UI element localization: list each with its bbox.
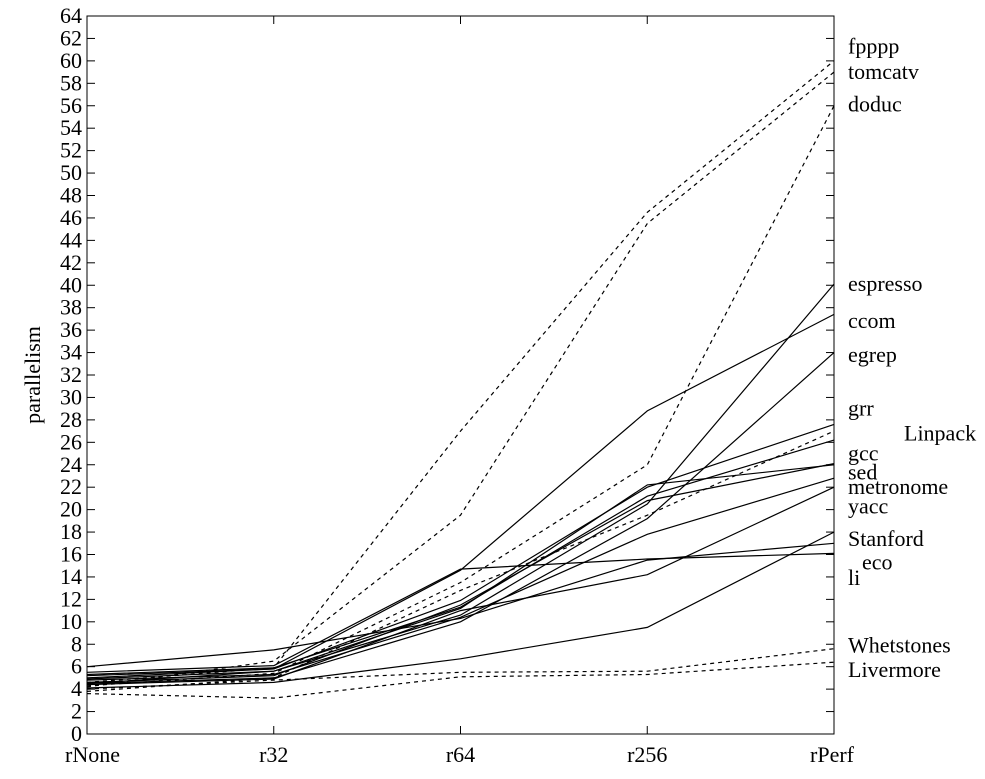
y-tick-label: 58 xyxy=(60,70,82,95)
y-tick-label: 62 xyxy=(60,25,82,50)
y-tick-label: 8 xyxy=(71,631,82,656)
y-tick-label: 48 xyxy=(60,183,82,208)
x-tick-label: rPerf xyxy=(810,742,855,767)
y-tick-label: 4 xyxy=(71,676,82,701)
y-tick-label: 38 xyxy=(60,295,82,320)
series-label-linpack: Linpack xyxy=(904,420,976,445)
y-tick-label: 60 xyxy=(60,48,82,73)
series-line-egrep xyxy=(86,352,835,685)
series-label-stanford: Stanford xyxy=(848,526,924,551)
y-tick-label: 54 xyxy=(60,115,82,140)
y-tick-label: 30 xyxy=(60,384,82,409)
series-label-tomcatv: tomcatv xyxy=(848,59,919,84)
y-tick-label: 56 xyxy=(60,93,82,118)
y-tick-label: 12 xyxy=(60,586,82,611)
series-label-grr: grr xyxy=(848,396,874,421)
series-label-espresso: espresso xyxy=(848,271,923,296)
y-tick-label: 42 xyxy=(60,250,82,275)
y-tick-label: 10 xyxy=(60,609,82,634)
y-tick-label: 18 xyxy=(60,519,82,544)
y-tick-label: 36 xyxy=(60,317,82,342)
y-tick-label: 24 xyxy=(60,452,82,477)
series-line-li xyxy=(86,552,835,673)
x-tick-label: rNone xyxy=(65,742,120,767)
y-tick-label: 16 xyxy=(60,542,82,567)
series-label-metronome: metronome xyxy=(848,474,948,499)
x-tick-label: r256 xyxy=(627,742,667,767)
series-label-yacc: yacc xyxy=(848,493,889,518)
y-tick-label: 64 xyxy=(60,3,82,28)
y-tick-label: 14 xyxy=(60,564,82,589)
series-lines xyxy=(86,60,835,699)
y-tick-label: 34 xyxy=(60,340,82,365)
series-line-linpack xyxy=(86,430,835,692)
series-line-stanford xyxy=(86,486,835,686)
series-label-livermore: Livermore xyxy=(848,657,941,682)
x-tick-label: r32 xyxy=(259,742,288,767)
series-line-yacc xyxy=(86,477,835,681)
y-tick-label: 50 xyxy=(60,160,82,185)
y-tick-label: 46 xyxy=(60,205,82,230)
x-tick-label: r64 xyxy=(446,742,475,767)
y-tick-label: 28 xyxy=(60,407,82,432)
series-line-tomcatv xyxy=(86,71,835,688)
series-label-gcc: gcc xyxy=(848,441,879,466)
y-tick-label: 2 xyxy=(71,699,82,724)
series-label-sed: sed xyxy=(848,460,877,485)
y-tick-label: 20 xyxy=(60,497,82,522)
series-label-fpppp: fpppp xyxy=(848,33,899,58)
series-line-eco xyxy=(86,542,835,668)
x-axis-ticks: rNone r32 r64 r256 rPerf xyxy=(65,16,855,767)
series-line-doduc xyxy=(86,105,835,687)
series-line-metronome xyxy=(86,464,835,685)
series-line-unlabeled-15 xyxy=(86,531,835,689)
series-label-doduc: doduc xyxy=(848,92,902,117)
y-tick-label: 22 xyxy=(60,474,82,499)
series-label-ccom: ccom xyxy=(848,308,896,333)
series-line-sed xyxy=(86,463,835,683)
series-line-gcc xyxy=(86,439,835,676)
series-line-fpppp xyxy=(86,60,835,683)
series-line-espresso xyxy=(86,283,835,680)
y-axis-ticks: 0246810121416182022242628303234363840424… xyxy=(60,3,834,746)
series-label-eco: eco xyxy=(862,549,893,574)
y-tick-label: 6 xyxy=(71,654,82,679)
y-tick-label: 32 xyxy=(60,362,82,387)
y-tick-label: 44 xyxy=(60,227,82,252)
y-tick-label: 0 xyxy=(71,721,82,746)
y-axis-title: parallelism xyxy=(20,326,45,424)
series-label-li: li xyxy=(848,565,860,590)
y-tick-label: 52 xyxy=(60,138,82,163)
y-tick-label: 40 xyxy=(60,272,82,297)
series-label-egrep: egrep xyxy=(848,342,897,367)
series-line-ccom xyxy=(86,313,835,677)
series-line-grr xyxy=(86,423,835,679)
y-tick-label: 26 xyxy=(60,429,82,454)
series-label-whetstones: Whetstones xyxy=(848,632,951,657)
